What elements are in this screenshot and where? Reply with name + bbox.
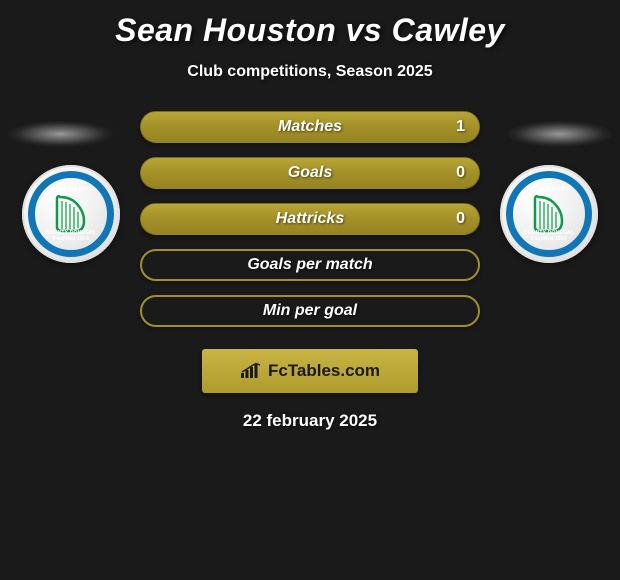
source-badge[interactable]: FcTables.com [202,349,418,393]
chart-icon [240,363,262,379]
stat-label: Min per goal [263,302,357,320]
stat-bar-gpm: Goals per match [140,249,480,281]
stat-value: 0 [456,210,465,228]
stat-bar-hattricks: Hattricks 0 [140,203,480,235]
stat-bars: Matches 1 Goals 0 Hattricks 0 Goals per … [140,111,480,327]
stat-value: 1 [456,118,465,136]
page-subtitle: Club competitions, Season 2025 [0,63,620,81]
harp-icon [54,193,88,235]
player-shadow-right [507,121,612,147]
page-title: Sean Houston vs Cawley [0,0,620,49]
stat-bar-mpg: Min per goal [140,295,480,327]
logo-text-top: FINN HARPS [35,186,107,193]
stat-bar-matches: Matches 1 [140,111,480,143]
stat-label: Goals per match [247,256,372,274]
player-shadow-left [8,121,113,147]
logo-text-bot: COUNTY DONEGALFounded 1954 [35,231,107,242]
main-container: FINN HARPS COUNTY DONEGALFounded 1954 FI… [0,111,620,431]
logo-ring: FINN HARPS COUNTY DONEGALFounded 1954 [28,171,114,257]
club-logo-right: FINN HARPS COUNTY DONEGALFounded 1954 [500,165,598,263]
stat-label: Hattricks [276,210,344,228]
stat-label: Goals [288,164,332,182]
logo-text-top: FINN HARPS [513,186,585,193]
stat-bar-goals: Goals 0 [140,157,480,189]
club-logo-left: FINN HARPS COUNTY DONEGALFounded 1954 [22,165,120,263]
logo-circle: FINN HARPS COUNTY DONEGALFounded 1954 [500,165,598,263]
stat-value: 0 [456,164,465,182]
stat-label: Matches [278,118,342,136]
badge-text: FcTables.com [268,361,380,381]
harp-icon [532,193,566,235]
date-label: 22 february 2025 [0,411,620,431]
logo-ring: FINN HARPS COUNTY DONEGALFounded 1954 [506,171,592,257]
logo-circle: FINN HARPS COUNTY DONEGALFounded 1954 [22,165,120,263]
logo-text-bot: COUNTY DONEGALFounded 1954 [513,231,585,242]
